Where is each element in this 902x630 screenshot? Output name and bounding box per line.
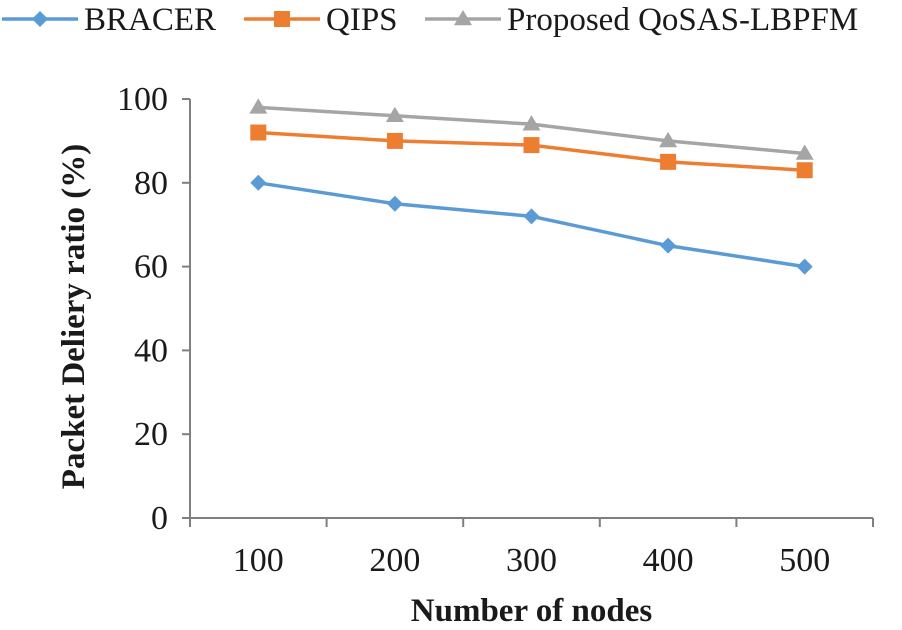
- series-line: [258, 181, 805, 269]
- x-tick-label: 100: [233, 542, 284, 579]
- series-layer: [249, 98, 814, 275]
- data-point: [523, 208, 540, 225]
- y-tick-label: 80: [134, 165, 168, 202]
- series-bracer: [250, 174, 813, 275]
- data-point: [660, 237, 677, 254]
- legend-label: BRACER: [84, 2, 216, 38]
- y-tick-label: 20: [134, 416, 168, 453]
- data-point: [795, 144, 814, 160]
- legend-label: Proposed QoSAS-LBPFM: [507, 2, 858, 38]
- data-point: [249, 98, 268, 114]
- y-tick-label: 0: [151, 500, 168, 537]
- legend-item: BRACER: [2, 2, 216, 38]
- data-point: [250, 174, 267, 191]
- x-tick-label: 200: [369, 542, 420, 579]
- data-point: [523, 137, 540, 154]
- series-qips: [250, 124, 813, 179]
- legend-label: QIPS: [326, 2, 398, 38]
- x-axis-title: Number of nodes: [411, 593, 653, 629]
- data-point: [659, 131, 678, 148]
- data-point: [250, 124, 267, 141]
- x-tick-label: 400: [643, 542, 694, 579]
- legend-item: QIPS: [244, 2, 398, 38]
- data-point: [522, 115, 541, 131]
- y-tick-label: 60: [134, 249, 168, 286]
- series-proposed-qosas-lbpfm: [249, 98, 814, 160]
- data-point: [386, 132, 403, 149]
- data-point: [386, 195, 403, 212]
- legend-item: Proposed QoSAS-LBPFM: [425, 2, 858, 38]
- y-tick-label: 100: [117, 81, 168, 118]
- y-axis-title: Packet Deliery ratio (%): [56, 144, 92, 489]
- x-tick-label: 500: [779, 542, 830, 579]
- data-point: [796, 258, 813, 275]
- legend-marker: [32, 11, 48, 27]
- legend-marker: [274, 11, 290, 27]
- y-tick-label: 40: [134, 332, 168, 369]
- x-tick-label: 300: [506, 542, 557, 579]
- data-point: [660, 153, 677, 170]
- legend-marker: [454, 10, 472, 26]
- legend: BRACER QIPS Proposed QoSAS-LBPFM: [2, 2, 858, 38]
- x-axis-ticks: 100 200 300 400 500: [189, 518, 874, 579]
- data-point: [796, 162, 813, 179]
- y-axis-ticks: 0 20 40 60 80 100: [117, 81, 190, 537]
- data-point: [385, 106, 404, 123]
